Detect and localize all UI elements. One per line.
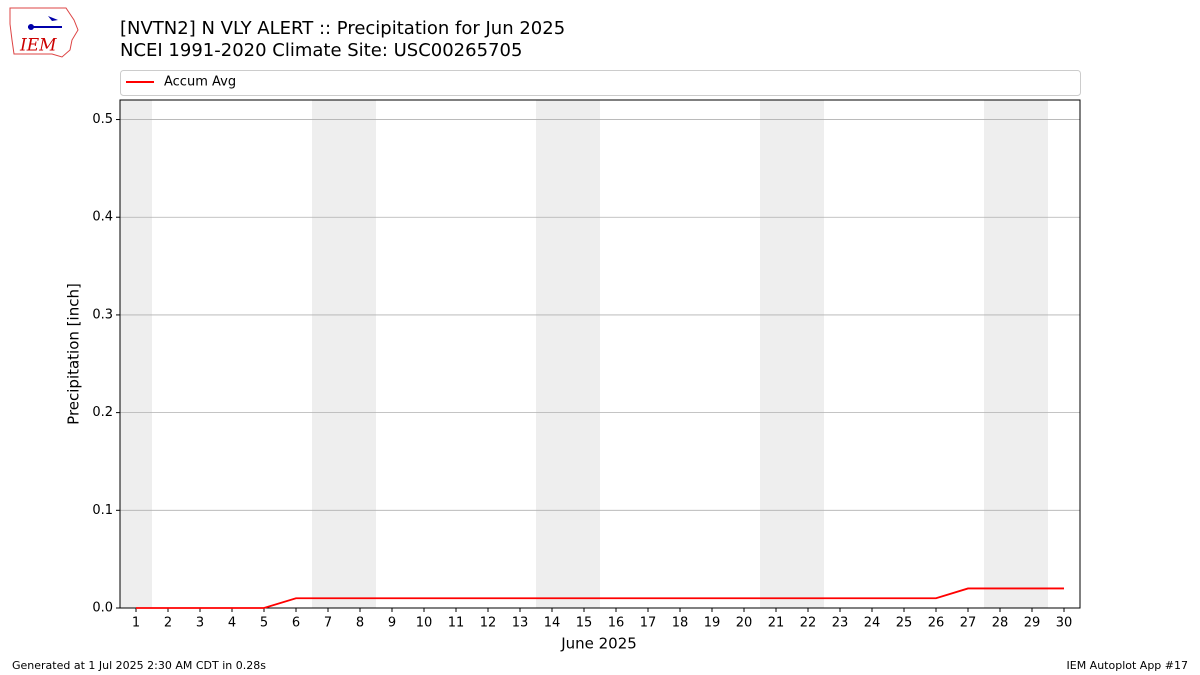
logo-outline: [9, 7, 79, 58]
x-tick-label: 16: [608, 616, 625, 631]
logo-dot: [28, 24, 34, 30]
x-tick-label: 29: [1024, 616, 1041, 631]
logo-arrow: [48, 16, 58, 21]
x-tick-label: 9: [388, 616, 396, 631]
logo-text: IEM: [19, 36, 57, 56]
x-tick-label: 3: [196, 616, 204, 631]
x-tick-label: 14: [544, 616, 561, 631]
footer-left: Generated at 1 Jul 2025 2:30 AM CDT in 0…: [12, 659, 266, 672]
x-tick-label: 6: [292, 616, 300, 631]
y-axis-label: Precipitation [inch]: [65, 283, 83, 425]
chart-title: [NVTN2] N VLY ALERT :: Precipitation for…: [120, 18, 565, 39]
x-tick-label: 19: [704, 616, 721, 631]
x-tick-label: 28: [992, 616, 1009, 631]
x-tick-label: 4: [228, 616, 236, 631]
x-tick-label: 8: [356, 616, 364, 631]
x-tick-label: 11: [448, 616, 465, 631]
x-tick-label: 17: [640, 616, 657, 631]
y-tick-label: 0.1: [92, 503, 113, 518]
plot-frame: [119, 99, 1081, 609]
weekend-band: [120, 100, 152, 608]
legend-label: Accum Avg: [164, 75, 236, 90]
x-tick-label: 2: [164, 616, 172, 631]
x-tick-label: 10: [416, 616, 433, 631]
x-tick-label: 23: [832, 616, 849, 631]
x-tick-label: 7: [324, 616, 332, 631]
x-tick-label: 26: [928, 616, 945, 631]
y-tick-label: 0.0: [92, 601, 113, 616]
weekend-band: [344, 100, 376, 608]
x-tick-label: 15: [576, 616, 593, 631]
weekend-band: [1016, 100, 1048, 608]
y-tick-label: 0.2: [92, 405, 113, 420]
logo: IEM: [9, 7, 79, 58]
x-tick-label: 5: [260, 616, 268, 631]
legend-box: [120, 70, 1081, 96]
x-tick-label: 12: [480, 616, 497, 631]
x-tick-label: 13: [512, 616, 529, 631]
weekend-band: [792, 100, 824, 608]
x-tick-label: 21: [768, 616, 785, 631]
weekend-band: [984, 100, 1016, 608]
x-tick-label: 20: [736, 616, 753, 631]
weekend-band: [760, 100, 792, 608]
y-tick-label: 0.5: [92, 112, 113, 127]
footer-right: IEM Autoplot App #17: [1067, 659, 1189, 672]
x-tick-label: 30: [1056, 616, 1073, 631]
x-tick-label: 25: [896, 616, 913, 631]
x-tick-label: 1: [132, 616, 140, 631]
chart-subtitle: NCEI 1991-2020 Climate Site: USC00265705: [120, 40, 522, 61]
x-tick-label: 27: [960, 616, 977, 631]
y-tick-label: 0.4: [92, 210, 113, 225]
series-line: [136, 587, 1064, 609]
weekend-band: [568, 100, 600, 608]
x-tick-label: 18: [672, 616, 689, 631]
x-tick-label: 24: [864, 616, 881, 631]
weekend-band: [312, 100, 344, 608]
x-tick-label: 22: [800, 616, 817, 631]
x-axis-label: June 2025: [560, 635, 637, 653]
weekend-band: [536, 100, 568, 608]
y-tick-label: 0.3: [92, 307, 113, 322]
